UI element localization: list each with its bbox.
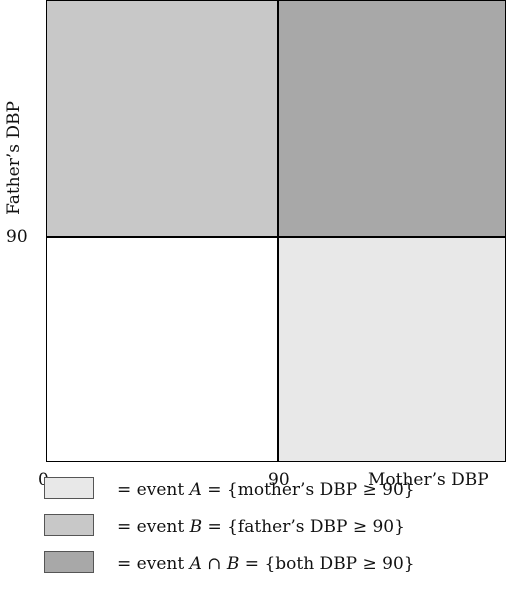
legend-text-event-a: = event A = {mother’s DBP ≥ 90}: [117, 480, 415, 500]
father-90-divider: [46, 236, 506, 238]
x-tick-90: 90: [268, 470, 290, 490]
region-event-a-only: [277, 236, 506, 462]
legend-swatch-event-b: [44, 514, 94, 536]
legend-row-event-a: = event A = {mother’s DBP ≥ 90}: [44, 477, 504, 501]
mother-90-divider: [277, 0, 279, 462]
y-axis-label: Father’s DBP: [2, 78, 26, 238]
y-tick-90: 90: [6, 227, 28, 247]
x-tick-0: 0: [38, 472, 49, 489]
region-both-events: [277, 0, 506, 236]
x-axis-label: Mother’s DBP: [368, 470, 489, 490]
legend-row-event-b: = event B = {father’s DBP ≥ 90}: [44, 514, 504, 538]
legend-swatch-both: [44, 551, 94, 573]
legend-swatch-event-a: [44, 477, 94, 499]
legend-text-event-b: = event B = {father’s DBP ≥ 90}: [117, 517, 405, 537]
legend-text-both: = event A ∩ B = {both DBP ≥ 90}: [117, 554, 415, 574]
region-neither: [46, 236, 277, 462]
region-event-b-only: [46, 0, 277, 236]
y-axis-label-text: Father’s DBP: [4, 101, 24, 215]
diagram-frame: [46, 0, 506, 462]
legend-row-both: = event A ∩ B = {both DBP ≥ 90}: [44, 551, 504, 575]
